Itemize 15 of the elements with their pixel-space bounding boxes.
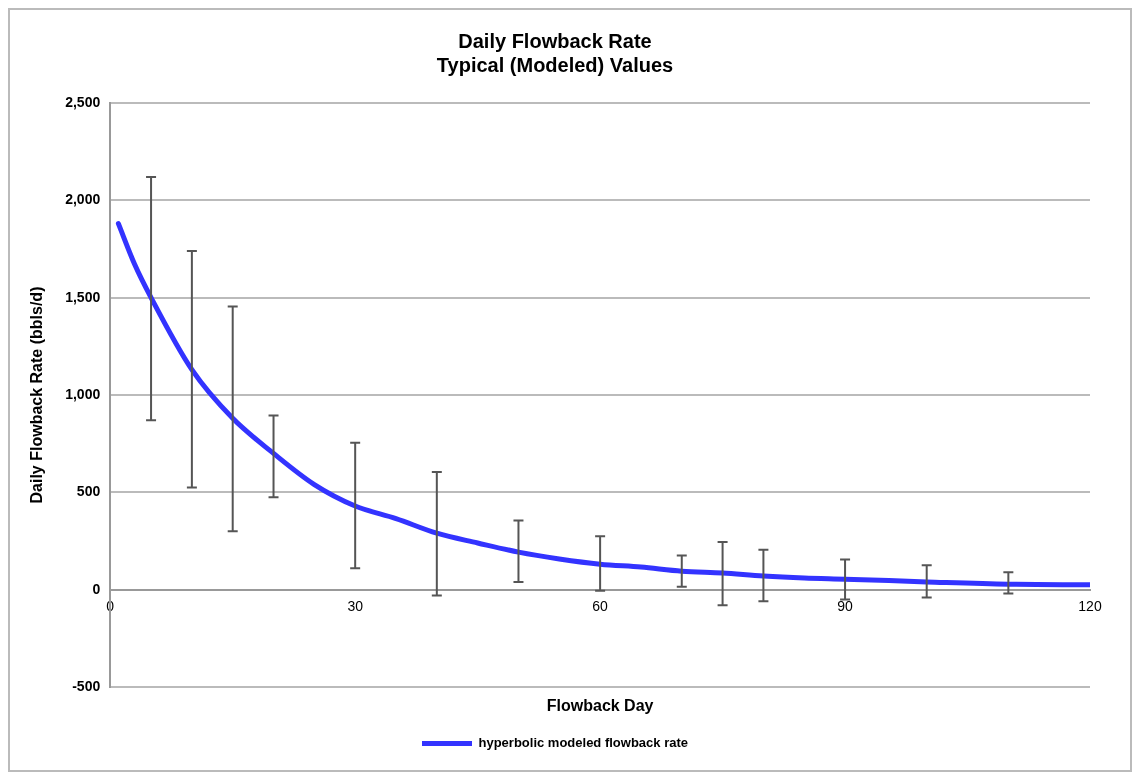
y-tick-label: 1,000 [65,385,101,402]
y-tick-label: -500 [72,677,101,694]
x-tick-label: 30 [347,597,364,614]
legend-label: hyperbolic modeled flowback rate [478,735,688,751]
chart-title: Daily Flowback Rate Typical (Modeled) Values [436,29,674,76]
y-tick-label: 2,500 [65,93,101,110]
x-tick-label: 90 [837,597,854,614]
x-tick-label: 60 [592,597,609,614]
y-tick-label: 1,500 [65,288,101,305]
y-tick-label: 2,000 [65,191,101,208]
y-tick-label: 0 [92,580,101,597]
y-axis-title: Daily Flowback Rate (bbls/d) [28,286,46,504]
x-tick-label: 120 [1078,597,1102,614]
x-axis-title: Flowback Day [546,697,654,715]
y-tick-label: 500 [76,483,101,500]
